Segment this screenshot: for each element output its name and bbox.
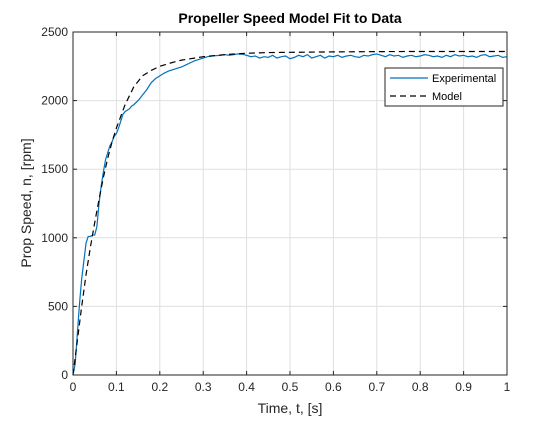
x-tick-label: 0.5 <box>282 380 299 394</box>
y-tick-label: 2500 <box>41 25 68 39</box>
y-tick-label: 500 <box>48 299 68 313</box>
legend-box <box>384 67 504 107</box>
chart-title: Propeller Speed Model Fit to Data <box>178 10 401 26</box>
x-tick-label: 0.9 <box>455 380 472 394</box>
legend[interactable]: Experimental Model <box>384 67 504 107</box>
y-tick-label: 1500 <box>41 162 68 176</box>
series-line-model <box>72 50 507 376</box>
x-tick-labels: 0 0.1 0.2 0.3 0.4 0.5 0.6 0.7 0.8 0.9 1 <box>70 380 511 394</box>
x-tick-label: 0.3 <box>195 380 212 394</box>
x-axis-label: Time, t, [s] <box>258 400 323 416</box>
x-tick-label: 0.1 <box>108 380 125 394</box>
y-tick-labels: 0 500 1000 1500 2000 2500 <box>41 25 68 382</box>
y-tick-label: 2000 <box>41 94 68 108</box>
ticks <box>72 31 508 376</box>
x-tick-label: 0.2 <box>151 380 168 394</box>
x-tick-label: 0.4 <box>238 380 255 394</box>
x-tick-label: 1 <box>504 380 511 394</box>
x-tick-label: 0.8 <box>412 380 429 394</box>
y-axis-label: Prop Speed, n, [rpm] <box>18 138 34 267</box>
x-tick-label: 0.6 <box>325 380 342 394</box>
y-tick-label: 1000 <box>41 231 68 245</box>
legend-label-model: Model <box>432 91 462 103</box>
x-tick-label: 0.7 <box>368 380 385 394</box>
series-layer <box>72 50 508 376</box>
legend-label-experimental: Experimental <box>432 73 496 85</box>
y-tick-label: 0 <box>61 368 68 382</box>
x-tick-label: 0 <box>70 380 77 394</box>
